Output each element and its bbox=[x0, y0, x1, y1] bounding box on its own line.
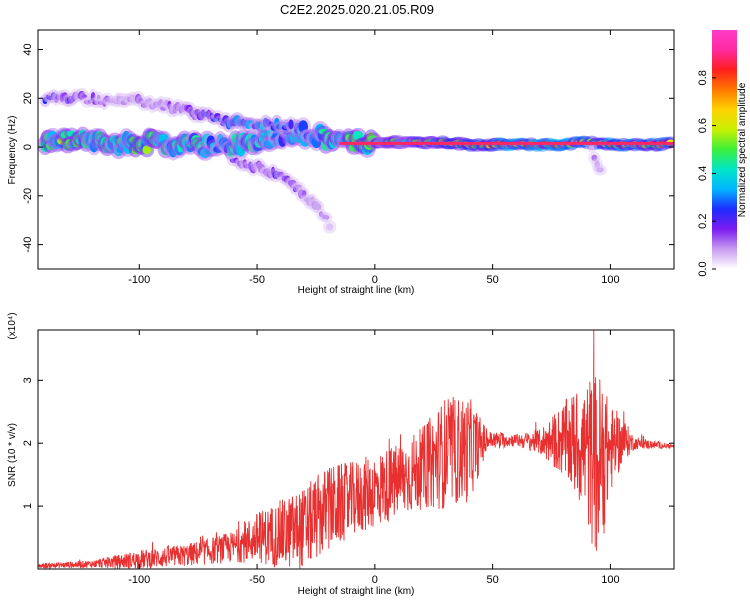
spectrogram-heatmap bbox=[38, 87, 674, 234]
spectrogram-cell bbox=[236, 143, 246, 157]
colorbar-tick-label: 0.4 bbox=[697, 166, 709, 181]
spectrogram-cell bbox=[82, 94, 88, 99]
snr-xtick-label: 100 bbox=[601, 574, 619, 586]
spectrogram-frame bbox=[37, 29, 675, 270]
snr-axes: -100 -50 0 50 100 1 2 3 bbox=[22, 330, 674, 586]
spectrogram-panel: -100 -50 0 50 100 -40 -20 0 20 40 Height of strai… bbox=[7, 29, 675, 296]
spectrogram-cell bbox=[214, 113, 221, 120]
colorbar-tick-label: 0.2 bbox=[697, 214, 709, 229]
spectrogram-cell bbox=[157, 98, 164, 109]
spectrogram-cell bbox=[596, 167, 604, 173]
spectrogram-cell bbox=[146, 97, 153, 106]
spectrogram-axes: -100 -50 0 50 100 -40 -20 0 20 40 bbox=[22, 30, 674, 286]
spectrogram-cell bbox=[294, 184, 303, 189]
spectrogram-ytick-label: 0 bbox=[22, 144, 34, 150]
snr-xlabel: Height of straight line (km) bbox=[298, 586, 415, 597]
colorbar-tick-label: 0.0 bbox=[697, 261, 709, 276]
spectrogram-cell bbox=[158, 133, 169, 146]
snr-ytick-label: 2 bbox=[22, 440, 34, 446]
spectrogram-cell bbox=[298, 120, 309, 134]
spectrogram-cell bbox=[288, 179, 297, 189]
snr-xtick-label: 0 bbox=[372, 574, 378, 586]
spectrogram-cell bbox=[248, 120, 255, 125]
spectrogram-cell bbox=[325, 223, 334, 231]
spectrogram-cell bbox=[594, 160, 600, 169]
spectrogram-xlabel: Height of straight line (km) bbox=[298, 285, 415, 296]
colorbar-tick-label: 0.8 bbox=[697, 70, 709, 85]
spectrogram-cell bbox=[301, 190, 307, 197]
colorbar: 0.0 0.2 0.4 0.6 0.8 Normalized spectral ampl… bbox=[697, 30, 748, 277]
spectrogram-cell bbox=[278, 171, 285, 177]
spectrogram-cell bbox=[88, 99, 93, 104]
spectrogram-ytick-label: -20 bbox=[22, 188, 34, 204]
snr-xtick-label: 50 bbox=[486, 574, 498, 586]
colorbar-ticks: 0.0 0.2 0.4 0.6 0.8 bbox=[697, 70, 716, 277]
spectrogram-cell bbox=[315, 203, 322, 211]
spectrogram-xtick-label: 100 bbox=[601, 274, 619, 286]
spectrogram-cell bbox=[217, 118, 223, 123]
spectrogram-stable-band bbox=[339, 141, 674, 145]
spectrogram-cell bbox=[588, 145, 595, 150]
spectrogram-cell bbox=[90, 92, 96, 102]
spectrogram-cell bbox=[591, 154, 598, 161]
spectrogram-cell bbox=[160, 106, 168, 111]
colorbar-label: Normalized spectral amplitude bbox=[737, 82, 748, 217]
spectrogram-ylabel: Frequency (Hz) bbox=[7, 116, 18, 185]
snr-panel: -100 -50 0 50 100 1 2 3 Height of straight line… bbox=[7, 312, 675, 597]
snr-series-line bbox=[38, 330, 674, 569]
snr-ytick-label: 1 bbox=[22, 503, 34, 509]
spectrogram-cell bbox=[96, 94, 101, 103]
spectrogram-cell bbox=[142, 145, 152, 155]
spectrogram-ytick-label: -40 bbox=[22, 237, 34, 253]
snr-ylabel: SNR (10 * v/v) bbox=[7, 423, 18, 487]
spectrogram-cell bbox=[352, 130, 364, 140]
spectrogram-ytick-label: 20 bbox=[22, 92, 34, 104]
snr-xtick-label: -100 bbox=[128, 574, 150, 586]
spectrogram-xtick-label: -50 bbox=[249, 274, 265, 286]
spectrogram-cell bbox=[324, 215, 330, 220]
colorbar-gradient bbox=[712, 30, 737, 269]
spectrogram-ytick-label: 40 bbox=[22, 43, 34, 55]
snr-ytick-label: 3 bbox=[22, 377, 34, 383]
spectrogram-cell bbox=[278, 133, 287, 147]
colorbar-tick-label: 0.6 bbox=[697, 118, 709, 133]
snr-xtick-label: -50 bbox=[249, 574, 265, 586]
snr-multiplier: (x10⁴) bbox=[7, 312, 18, 339]
spectrogram-cell bbox=[42, 97, 48, 105]
figure-title: C2E2.2025.020.21.05.R09 bbox=[280, 2, 434, 17]
spectrogram-cell bbox=[138, 98, 144, 104]
spectrogram-xtick-label: 50 bbox=[486, 274, 498, 286]
spectrogram-cell bbox=[288, 119, 294, 130]
spectrogram-cell bbox=[67, 130, 76, 137]
spectrogram-xtick-label: 0 bbox=[372, 274, 378, 286]
spectrogram-xtick-label: -100 bbox=[128, 274, 150, 286]
snr-frame bbox=[37, 329, 675, 570]
